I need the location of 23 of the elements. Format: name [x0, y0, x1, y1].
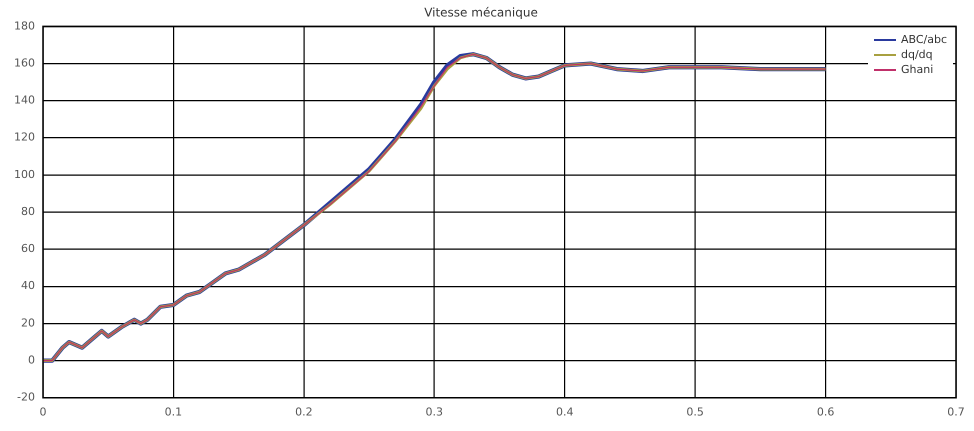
- x-tick-label: 0.7: [947, 405, 965, 418]
- y-tick-label: 120: [14, 130, 35, 144]
- y-tick-label: 20: [20, 316, 35, 330]
- x-tick-label: 0.4: [556, 405, 574, 418]
- x-tick-label: 0.3: [426, 405, 444, 418]
- chart-title: Vitesse mécanique: [424, 5, 538, 20]
- y-tick-label: 140: [14, 94, 35, 107]
- y-tick-label: 80: [20, 204, 35, 218]
- y-tick-label: 160: [14, 56, 35, 70]
- legend-label: dq/dq: [901, 47, 933, 62]
- x-tick-label: 0.1: [164, 405, 182, 418]
- y-tick-label: 100: [14, 168, 35, 181]
- legend-label: ABC/abc: [901, 32, 948, 48]
- y-tick-label: 60: [20, 242, 35, 256]
- y-tick-label: 0: [28, 354, 35, 367]
- x-tick-label: 0.5: [686, 405, 704, 418]
- x-tick-label: 0.6: [816, 405, 834, 418]
- legend-label: Ghani: [901, 62, 934, 78]
- y-tick-label: -20: [17, 390, 35, 404]
- y-tick-label: 180: [14, 19, 35, 32]
- x-tick-label: 0.2: [295, 405, 313, 418]
- x-tick-label: 0: [39, 405, 46, 418]
- y-tick-label: 40: [20, 279, 35, 292]
